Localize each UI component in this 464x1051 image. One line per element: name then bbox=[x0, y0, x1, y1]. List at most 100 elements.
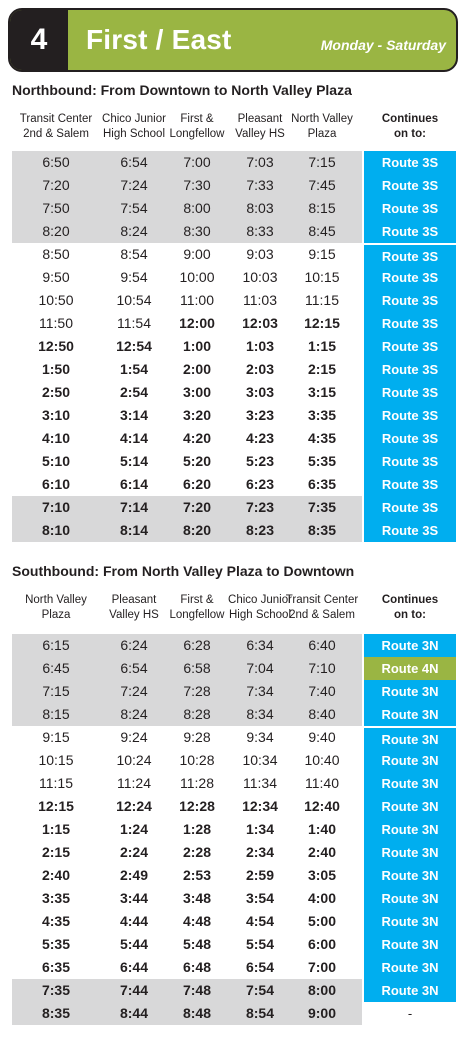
time-cell: 4:20 bbox=[182, 430, 212, 446]
time-cell: 7:48 bbox=[182, 982, 212, 998]
time-cell: 3:23 bbox=[245, 407, 275, 423]
time-cell: 3:35 bbox=[41, 890, 71, 906]
time-cell: 8:28 bbox=[183, 706, 211, 722]
schedule-row: 9:50 9:54 10:00 10:03 10:15 Route 3S bbox=[0, 266, 464, 289]
schedule-row: 8:15 8:24 8:28 8:34 8:40 Route 3N bbox=[0, 703, 464, 726]
time-cell: 11:34 bbox=[243, 775, 277, 791]
time-cell: 10:28 bbox=[179, 752, 215, 768]
time-cell: 8:15 bbox=[42, 706, 70, 722]
continues-route-badge: Route 3S bbox=[364, 151, 456, 174]
continues-route-badge: Route 3N bbox=[364, 933, 456, 956]
time-cell: 4:35 bbox=[41, 913, 71, 929]
time-cell: 4:23 bbox=[245, 430, 275, 446]
stop-header-line: Pleasant bbox=[111, 594, 157, 606]
time-cell: 1:40 bbox=[307, 821, 337, 837]
stop-header-line: First & bbox=[180, 594, 214, 606]
schedule-row: 4:10 4:14 4:20 4:23 4:35 Route 3S bbox=[0, 427, 464, 450]
time-cell: 4:48 bbox=[182, 913, 212, 929]
time-cell: 12:15 bbox=[38, 798, 74, 814]
time-cell: 7:28 bbox=[183, 683, 211, 699]
schedule-row: 7:10 7:14 7:20 7:23 7:35 Route 3S bbox=[0, 496, 464, 519]
row-shading bbox=[12, 496, 362, 519]
time-cell: 6:54 bbox=[120, 154, 148, 170]
time-cell: 10:40 bbox=[304, 752, 340, 768]
schedule-row: 6:50 6:54 7:00 7:03 7:15 Route 3S bbox=[0, 151, 464, 174]
time-cell: 8:54 bbox=[245, 1005, 275, 1021]
time-cell: 11:28 bbox=[180, 775, 214, 791]
time-cell: 4:35 bbox=[307, 430, 337, 446]
time-cell: 7:54 bbox=[245, 982, 275, 998]
time-cell: 8:24 bbox=[120, 223, 148, 239]
row-shading bbox=[12, 1002, 362, 1025]
time-cell: 3:44 bbox=[119, 890, 149, 906]
time-cell: 12:50 bbox=[38, 338, 74, 354]
schedule-row: 2:50 2:54 3:00 3:03 3:15 Route 3S bbox=[0, 381, 464, 404]
time-cell: 2:15 bbox=[41, 844, 71, 860]
time-cell: 2:50 bbox=[41, 384, 71, 400]
time-cell: 5:23 bbox=[245, 453, 275, 469]
time-cell: 7:35 bbox=[41, 982, 71, 998]
time-cell: 9:03 bbox=[246, 246, 274, 262]
time-cell: 12:40 bbox=[304, 798, 340, 814]
time-cell: 6:45 bbox=[42, 660, 70, 676]
time-cell: 5:48 bbox=[182, 936, 212, 952]
time-cell: 8:30 bbox=[183, 223, 211, 239]
time-cell: 7:04 bbox=[246, 660, 274, 676]
continues-route-badge: Route 3S bbox=[364, 450, 456, 473]
continues-route-badge: Route 3S bbox=[364, 174, 456, 197]
time-cell: 7:10 bbox=[308, 660, 336, 676]
time-cell: 12:34 bbox=[242, 798, 278, 814]
stop-header-line: High School bbox=[228, 609, 291, 621]
schedule-row: 1:15 1:24 1:28 1:34 1:40 Route 3N bbox=[0, 818, 464, 841]
time-cell: 5:35 bbox=[41, 936, 71, 952]
time-cell: 7:23 bbox=[245, 499, 275, 515]
time-cell: 6:54 bbox=[245, 959, 275, 975]
time-cell: 1:15 bbox=[307, 338, 337, 354]
time-cell: 8:34 bbox=[246, 706, 274, 722]
time-cell: 6:44 bbox=[119, 959, 149, 975]
continues-route-badge: Route 3N bbox=[364, 841, 456, 864]
stop-header: First & Longfellow bbox=[156, 112, 238, 142]
time-cell: 3:03 bbox=[245, 384, 275, 400]
schedule-row: 8:20 8:24 8:30 8:33 8:45 Route 3S bbox=[0, 220, 464, 243]
time-cell: 6:54 bbox=[120, 660, 148, 676]
time-cell: 8:20 bbox=[42, 223, 70, 239]
stop-header: Pleasant Valley HS bbox=[219, 112, 301, 142]
stop-header-line: 2nd & Salem bbox=[289, 609, 355, 621]
row-shading bbox=[12, 151, 362, 174]
time-cell: 11:54 bbox=[117, 315, 151, 331]
time-cell: 8:10 bbox=[41, 522, 71, 538]
time-cell: 6:35 bbox=[41, 959, 71, 975]
schedule-row: 6:35 6:44 6:48 6:54 7:00 Route 3N bbox=[0, 956, 464, 979]
time-cell: 11:24 bbox=[117, 775, 151, 791]
schedule-row: 3:35 3:44 3:48 3:54 4:00 Route 3N bbox=[0, 887, 464, 910]
time-cell: 12:15 bbox=[304, 315, 340, 331]
time-cell: 7:14 bbox=[119, 499, 149, 515]
time-cell: 2:28 bbox=[182, 844, 212, 860]
time-cell: 1:00 bbox=[182, 338, 212, 354]
time-cell: 7:15 bbox=[42, 683, 70, 699]
time-cell: 3:10 bbox=[41, 407, 71, 423]
northbound-title: Northbound: From Downtown to North Valle… bbox=[12, 82, 352, 98]
row-shading bbox=[12, 703, 362, 726]
time-cell: 6:58 bbox=[183, 660, 211, 676]
time-cell: 12:28 bbox=[179, 798, 215, 814]
schedule-row: 7:20 7:24 7:30 7:33 7:45 Route 3S bbox=[0, 174, 464, 197]
time-cell: 2:15 bbox=[307, 361, 337, 377]
time-cell: 2:00 bbox=[182, 361, 212, 377]
stop-header-line: Longfellow bbox=[169, 128, 225, 140]
schedule-row: 12:15 12:24 12:28 12:34 12:40 Route 3N bbox=[0, 795, 464, 818]
schedule-row: 5:35 5:44 5:48 5:54 6:00 Route 3N bbox=[0, 933, 464, 956]
continues-route-badge: Route 3S bbox=[364, 266, 456, 289]
time-cell: 3:15 bbox=[307, 384, 337, 400]
time-cell: 6:50 bbox=[42, 154, 70, 170]
time-cell: 7:00 bbox=[307, 959, 337, 975]
time-cell: 10:00 bbox=[179, 269, 215, 285]
schedule-row: 12:50 12:54 1:00 1:03 1:15 Route 3S bbox=[0, 335, 464, 358]
time-cell: 12:54 bbox=[116, 338, 152, 354]
time-cell: 9:54 bbox=[120, 269, 148, 285]
time-cell: 7:50 bbox=[42, 200, 70, 216]
time-cell: 8:44 bbox=[119, 1005, 149, 1021]
time-cell: 6:35 bbox=[307, 476, 337, 492]
route-name: First / East bbox=[86, 24, 232, 55]
